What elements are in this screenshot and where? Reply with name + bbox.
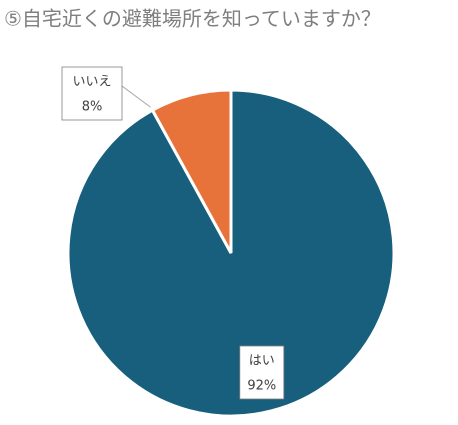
data-label-value: 92% [247, 378, 276, 393]
leader-line [121, 85, 151, 108]
label-box [61, 66, 123, 121]
pie-slice [150, 88, 233, 254]
data-label-category: はい [249, 353, 275, 368]
data-label-value: 8% [82, 100, 103, 115]
label-box [239, 345, 285, 400]
data-label-category: いいえ [72, 75, 111, 90]
chart-title: ⑤自宅近くの避難場所を知っていますか？ [4, 7, 381, 31]
